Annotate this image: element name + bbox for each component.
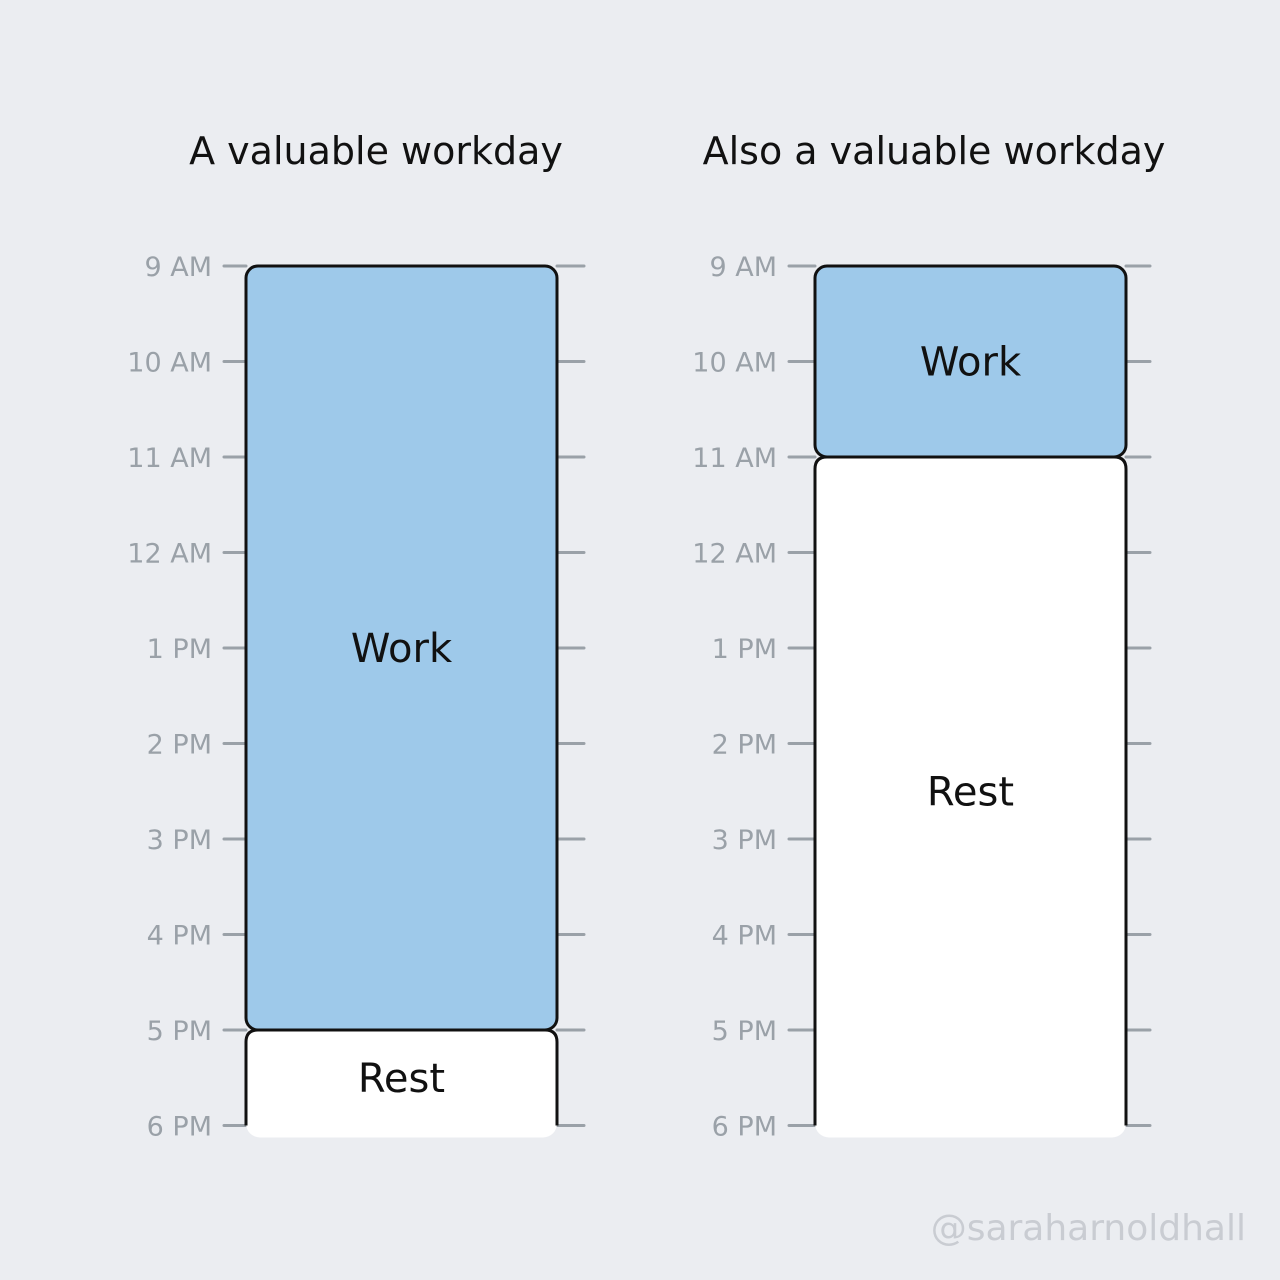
bar-segment-work-label: Work — [351, 626, 453, 672]
bar-segment-rest-label: Rest — [358, 1056, 445, 1102]
y-tick-label: 11 AM — [127, 443, 212, 474]
y-tick-label: 1 PM — [147, 634, 212, 665]
y-tick-label: 10 AM — [127, 348, 212, 379]
y-tick-label: 6 PM — [712, 1112, 777, 1143]
y-tick-label: 3 PM — [712, 825, 777, 856]
y-tick-label: 4 PM — [712, 921, 777, 952]
bar-segment-rest-outline — [813, 455, 1128, 1126]
y-tick-label: 5 PM — [147, 1016, 212, 1047]
y-tick-label: 6 PM — [147, 1112, 212, 1143]
y-tick-label: 2 PM — [147, 730, 212, 761]
bar-segment-rest — [815, 457, 1126, 1138]
chart-panel-right: Also a valuable workday 9 AM 10 AM 11 AM 12… — [692, 129, 1165, 1143]
y-tick-label: 12 AM — [692, 539, 777, 570]
y-tick-label: 2 PM — [712, 730, 777, 761]
chart-title-right: Also a valuable workday — [703, 129, 1166, 173]
y-tick-label: 10 AM — [692, 348, 777, 379]
y-tick-label: 1 PM — [712, 634, 777, 665]
y-tick-label: 11 AM — [692, 443, 777, 474]
y-tick-label: 5 PM — [712, 1016, 777, 1047]
bar-segment-rest-label: Rest — [927, 769, 1014, 815]
bar-segment-rest-outline — [244, 1028, 559, 1126]
y-tick-label: 3 PM — [147, 825, 212, 856]
y-tick-label: 12 AM — [127, 539, 212, 570]
bar-segment-work-label: Work — [920, 340, 1022, 386]
author-credit: @saraharnoldhall — [931, 1208, 1246, 1249]
chart-title-left: A valuable workday — [189, 129, 563, 173]
y-tick-label: 9 AM — [709, 252, 777, 283]
y-tick-label: 4 PM — [147, 921, 212, 952]
chart-panel-left: A valuable workday 9 AM 10 AM 11 AM 12 AM 1 … — [127, 129, 586, 1143]
y-tick-label: 9 AM — [144, 252, 212, 283]
bar-segment-rest — [246, 1030, 557, 1138]
